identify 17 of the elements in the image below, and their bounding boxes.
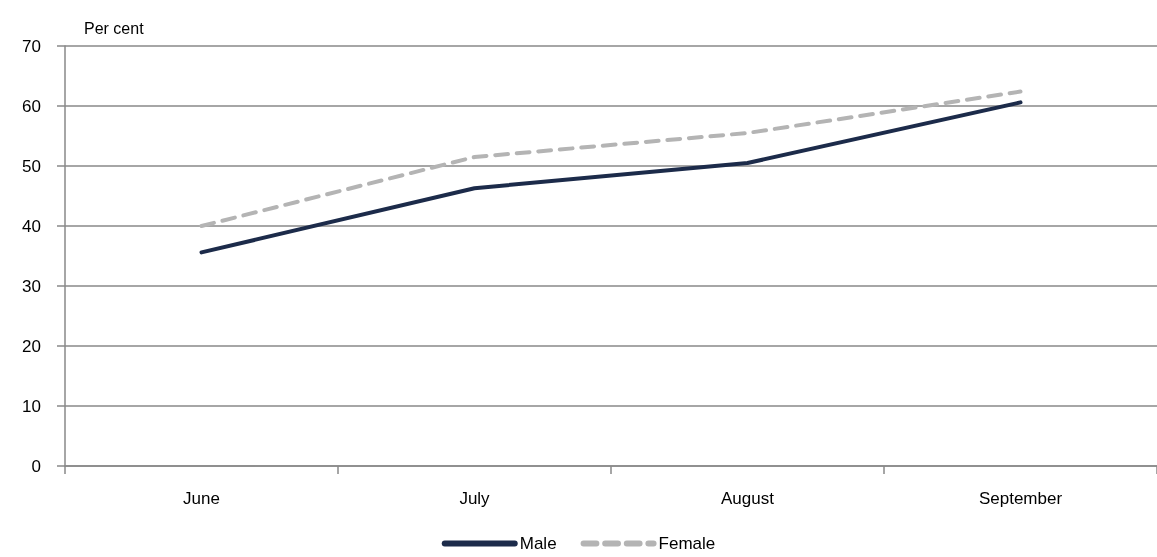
y-tick-label: 60 <box>22 96 41 116</box>
y-tick-label: 20 <box>22 336 41 356</box>
x-tick-label: June <box>183 489 220 508</box>
line-series <box>199 89 1023 228</box>
y-tick-label: 30 <box>22 276 41 296</box>
legend-label: Male <box>519 534 557 553</box>
x-tick-label: September <box>978 489 1063 508</box>
y-tick-label: 40 <box>22 216 41 236</box>
line-series <box>199 100 1023 255</box>
legend-label: Female <box>658 534 716 553</box>
x-tick-label: July <box>459 489 491 508</box>
y-tick-label: 50 <box>22 156 41 176</box>
y-tick-label: 10 <box>22 396 41 416</box>
y-tick-label: 70 <box>22 36 41 56</box>
y-axis-title: Per cent <box>84 19 145 37</box>
y-tick-label: 0 <box>31 456 41 476</box>
x-tick-label: August <box>721 489 775 508</box>
